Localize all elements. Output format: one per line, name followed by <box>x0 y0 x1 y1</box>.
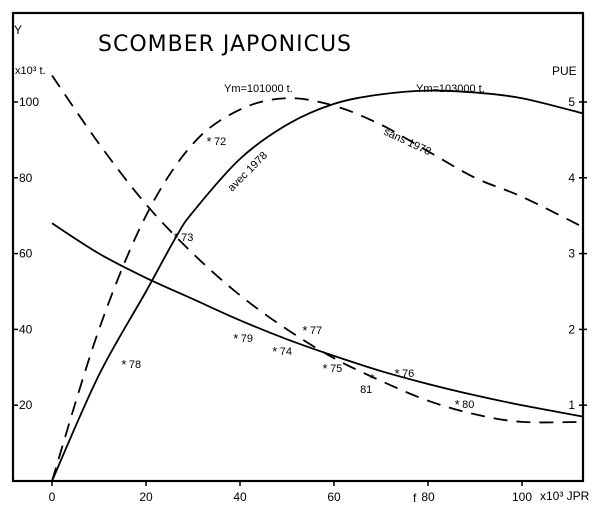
svg-text:77: 77 <box>310 325 322 337</box>
data-point-74: * 74 <box>272 344 292 359</box>
svg-text:74: 74 <box>280 346 292 358</box>
y2-tick-label: 1 <box>568 398 575 412</box>
plot-frame: 0 20 40 60 80 100 20 40 60 80 100 1 2 3 4 5 <box>11 11 587 504</box>
sans-1978-label: sans 1978 <box>382 126 433 158</box>
data-point-80: * 80 <box>455 397 475 412</box>
x-tick-label: 100 <box>512 490 532 504</box>
svg-text:79: 79 <box>241 333 253 345</box>
svg-text:*: * <box>302 323 307 338</box>
x-axis-unit: x10³ JPR <box>540 489 590 503</box>
x-tick-label: 80 <box>421 490 435 504</box>
y2-tick-label: 3 <box>568 247 575 261</box>
svg-text:80: 80 <box>462 399 474 411</box>
y2-tick-label: 4 <box>568 171 575 185</box>
data-point-76: * 76 <box>394 366 414 381</box>
y-axis-unit: x10³ t. <box>15 65 46 77</box>
y-tick-label: 20 <box>19 398 33 412</box>
series-y-sans-1978 <box>51 97 584 482</box>
x-tick-label: 40 <box>233 490 247 504</box>
svg-text:*: * <box>323 361 328 376</box>
x-axis-label: f <box>413 491 417 505</box>
data-point-75: * 75 <box>323 361 343 376</box>
svg-text:76: 76 <box>402 368 414 380</box>
svg-text:*: * <box>455 397 460 412</box>
svg-text:*: * <box>206 134 211 149</box>
y2-axis-label: PUE <box>552 64 577 78</box>
y2-tick-label: 2 <box>568 322 575 336</box>
curves <box>51 74 584 482</box>
chart-title: SCOMBER JAPONICUS <box>98 32 352 57</box>
svg-text:75: 75 <box>330 363 342 375</box>
data-point-78: * 78 <box>121 357 141 372</box>
svg-text:*: * <box>394 366 399 381</box>
svg-text:78: 78 <box>129 359 141 371</box>
y-tick-label: 80 <box>19 171 33 185</box>
data-point-81: *81 <box>360 371 375 396</box>
data-point-72: * 72 <box>206 134 226 149</box>
x-tick-label: 60 <box>327 490 341 504</box>
svg-text:*: * <box>174 230 179 245</box>
y2-tick-label: 5 <box>568 95 575 109</box>
svg-text:*: * <box>272 344 277 359</box>
ym-avec-annotation: Ym=103000 t. <box>416 83 485 95</box>
series-y-avec-1978 <box>51 89 584 482</box>
y-tick-label: 40 <box>19 322 33 336</box>
svg-text:*: * <box>121 357 126 372</box>
svg-text:73: 73 <box>181 232 193 244</box>
y-axis-label: Y <box>14 23 22 37</box>
y-tick-label: 60 <box>19 247 33 261</box>
svg-text:*: * <box>370 371 375 386</box>
data-point-73: * 73 <box>174 230 194 245</box>
y-tick-label: 100 <box>19 95 39 109</box>
data-point-79: * 79 <box>233 331 253 346</box>
data-point-77: * 77 <box>302 323 322 338</box>
svg-text:72: 72 <box>214 136 226 148</box>
series-pue-avec-1978 <box>51 222 584 418</box>
plot-border <box>11 11 585 483</box>
series-pue-sans-1978 <box>51 74 584 424</box>
ym-sans-annotation: Ym=101000 t. <box>224 83 293 95</box>
data-points: * 72* 73* 77* 79* 74* 75*81* 76* 80* 78 <box>121 134 474 412</box>
x-tick-label: 20 <box>139 490 153 504</box>
svg-text:*: * <box>233 331 238 346</box>
avec-1978-label: avec 1978 <box>226 150 270 194</box>
svg-text:81: 81 <box>360 384 372 396</box>
x-tick-label: 0 <box>49 490 56 504</box>
